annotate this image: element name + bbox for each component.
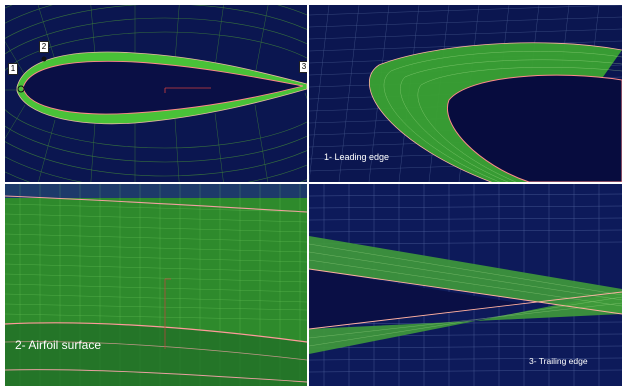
overview-panel: 1 2 3: [5, 5, 307, 182]
trailing-edge-panel: 3- Trailing edge: [309, 184, 622, 386]
marker-3-label: 3: [299, 61, 307, 73]
airfoil-surface-caption: 2- Airfoil surface: [15, 338, 102, 352]
trailing-edge-mesh: [309, 184, 622, 386]
marker-1-label: 1: [8, 63, 18, 75]
airfoil-surface-panel: 2- Airfoil surface: [5, 184, 307, 386]
airfoil-surface-mesh: [5, 184, 307, 386]
marker-2-label: 2: [39, 41, 49, 53]
leading-edge-panel: 1- Leading edge: [309, 5, 622, 182]
trailing-edge-caption: 3- Trailing edge: [529, 356, 588, 366]
leading-edge-caption: 1- Leading edge: [324, 152, 390, 162]
leading-edge-mesh: [309, 5, 622, 182]
airfoil-overview-mesh: [5, 5, 307, 182]
